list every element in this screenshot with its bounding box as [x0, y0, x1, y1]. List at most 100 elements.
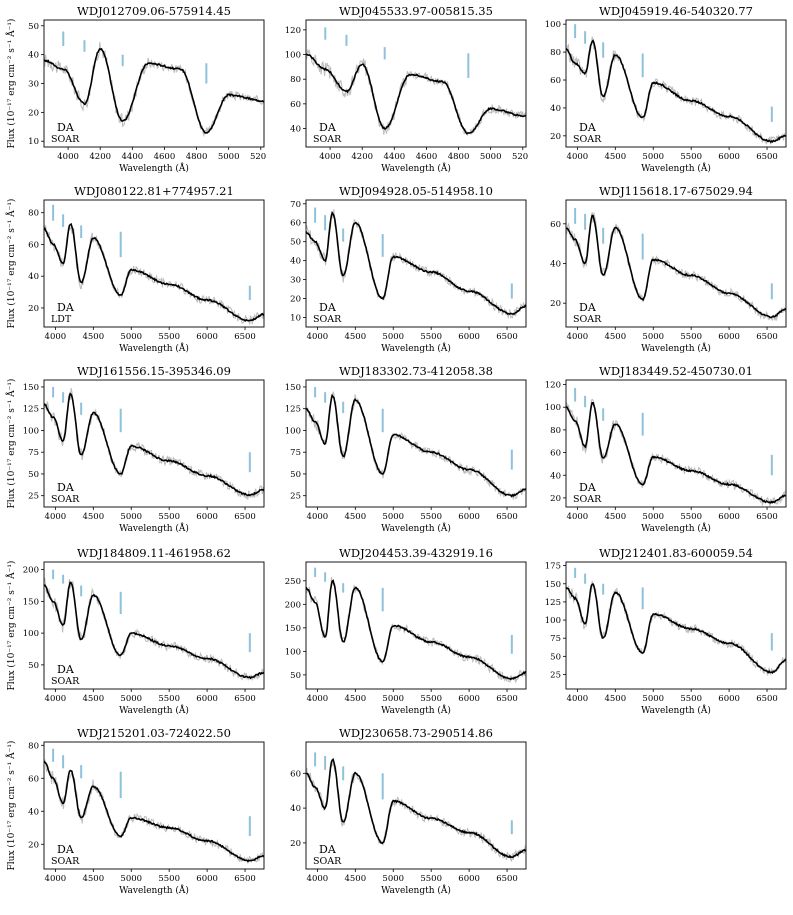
spectrum-panel-3: 4000 4500 5000 5500 6000 6500 20 40 60 80 100 WDJ04… [545, 4, 787, 174]
panel-title: WDJ204453.39-432919.16 [339, 546, 493, 560]
y-tick-label: 50 [290, 671, 301, 681]
y-tick-label: 80 [550, 48, 561, 58]
spectrum-noisy-line [44, 224, 264, 325]
spectral-type-label: DA [57, 481, 75, 494]
spectrum-panel-13: 4000 4500 5000 5500 6000 6500 20 40 60 80 WDJ21520… [5, 726, 265, 896]
x-tick-label: 6000 [458, 694, 480, 704]
y-tick-label: 40 [550, 260, 561, 270]
telescope-label: SOAR [51, 134, 80, 145]
x-tick-label: 4500 [344, 874, 366, 884]
panel-title: WDJ161556.15-395346.09 [77, 364, 231, 378]
y-tick-label: 60 [28, 774, 39, 784]
spectrum-smoothed-line [566, 583, 786, 675]
y-tick-label: 40 [550, 471, 561, 481]
x-tick-label: 5200 [512, 152, 528, 162]
panel-title: WDJ094928.05-514958.10 [339, 184, 493, 198]
x-tick-label: 4000 [45, 694, 67, 704]
y-axis-label: Flux (10⁻¹⁷ erg cm⁻² s⁻¹ Å⁻¹) [5, 561, 17, 691]
x-tick-label: 4000 [57, 152, 79, 162]
y-tick-label: 75 [290, 448, 301, 458]
spectrum-panel-8: 4000 4500 5000 5500 6000 6500 25 50 75 100 125 150 W… [285, 364, 527, 534]
plot-frame [565, 19, 787, 148]
x-tick-label: 6000 [196, 874, 218, 884]
y-tick-label: 60 [290, 100, 301, 110]
spectrum-smoothed-line [306, 393, 526, 498]
y-tick-label: 20 [28, 108, 39, 118]
spectrum-noisy-line [566, 398, 786, 507]
y-tick-label: 10 [290, 314, 301, 324]
spectrum-smoothed-line [306, 53, 526, 135]
spectrum-panel-5: 4000 4500 5000 5500 6000 6500 10 20 30 40 50 60 70 WD… [290, 184, 527, 354]
x-tick-label: 5500 [420, 512, 442, 522]
spectrum-smoothed-line [44, 581, 264, 680]
spectrum-panel-4: 4000 4500 5000 5500 6000 6500 20 40 60 80 WDJ08012… [5, 184, 265, 354]
plot-frame [565, 561, 787, 690]
x-tick-label: 4500 [604, 152, 626, 162]
y-tick-label: 50 [28, 661, 39, 671]
panel-title: WDJ183302.73-412058.38 [339, 364, 493, 378]
y-tick-label: 75 [550, 634, 561, 644]
x-tick-label: 5200 [250, 152, 266, 162]
x-tick-label: 5000 [642, 152, 664, 162]
panel-title: WDJ183449.52-450730.01 [599, 364, 753, 378]
plot-frame [305, 379, 527, 508]
y-tick-label: 200 [285, 600, 301, 610]
spectrum-panel-1: 4000 4200 4400 4600 4800 5000 5200 10 20 30 40 50 WD… [5, 4, 266, 174]
x-tick-label: 4000 [45, 332, 67, 342]
x-axis-label: Wavelength (Å) [119, 342, 189, 354]
y-tick-label: 125 [545, 598, 561, 608]
y-tick-label: 120 [285, 26, 301, 36]
y-tick-label: 20 [290, 295, 301, 305]
y-tick-label: 50 [550, 652, 561, 662]
x-axis-label: Wavelength (Å) [381, 704, 451, 716]
y-tick-label: 80 [28, 741, 39, 751]
spectral-type-label: DA [57, 301, 75, 314]
spectrum-smoothed-line [306, 757, 526, 859]
spectrum-noisy-line [306, 577, 526, 684]
spectral-type-label: DA [319, 121, 337, 134]
spectrum-noisy-line [306, 761, 526, 863]
x-tick-label: 6500 [756, 694, 778, 704]
x-axis-label: Wavelength (Å) [381, 162, 451, 174]
spectrum-noisy-line [44, 42, 264, 138]
telescope-label: SOAR [313, 134, 342, 145]
y-tick-label: 20 [550, 132, 561, 142]
x-tick-label: 5500 [158, 694, 180, 704]
spectral-type-label: DA [319, 301, 337, 314]
telescope-label: SOAR [313, 856, 342, 867]
y-tick-label: 125 [23, 405, 39, 415]
panel-title: WDJ045533.97-005815.35 [339, 4, 493, 18]
spectrum-noisy-line [44, 388, 264, 500]
y-tick-label: 150 [285, 383, 301, 393]
y-tick-label: 250 [285, 577, 301, 587]
x-tick-label: 6000 [718, 152, 740, 162]
x-tick-label: 4500 [82, 874, 104, 884]
y-tick-label: 125 [285, 405, 301, 415]
x-axis-label: Wavelength (Å) [381, 884, 451, 896]
y-tick-label: 100 [545, 616, 561, 626]
spectrum-smoothed-line [566, 39, 786, 144]
x-tick-label: 4600 [416, 152, 438, 162]
spectrum-panel-14: 4000 4500 5000 5500 6000 6500 20 40 60 WDJ230658.… [290, 726, 527, 896]
spectrum-panel-9: 4000 4500 5000 5500 6000 6500 20 40 60 80 100 120 WD… [545, 364, 787, 534]
x-tick-label: 5500 [680, 332, 702, 342]
plot-frame [43, 561, 265, 690]
telescope-label: SOAR [573, 134, 602, 145]
x-axis-label: Wavelength (Å) [381, 522, 451, 534]
x-tick-label: 5500 [420, 694, 442, 704]
x-tick-label: 4000 [307, 332, 329, 342]
y-tick-label: 100 [23, 629, 39, 639]
y-tick-label: 60 [550, 76, 561, 86]
telescope-label: SOAR [573, 314, 602, 325]
x-tick-label: 5000 [642, 694, 664, 704]
x-tick-label: 4500 [82, 332, 104, 342]
x-tick-label: 5500 [158, 332, 180, 342]
y-tick-label: 25 [28, 492, 39, 502]
y-tick-label: 100 [285, 647, 301, 657]
spectrum-noisy-line [44, 758, 264, 864]
spectrum-smoothed-line [44, 222, 264, 322]
telescope-label: SOAR [51, 676, 80, 687]
x-tick-label: 5000 [218, 152, 240, 162]
x-tick-label: 4000 [319, 152, 341, 162]
